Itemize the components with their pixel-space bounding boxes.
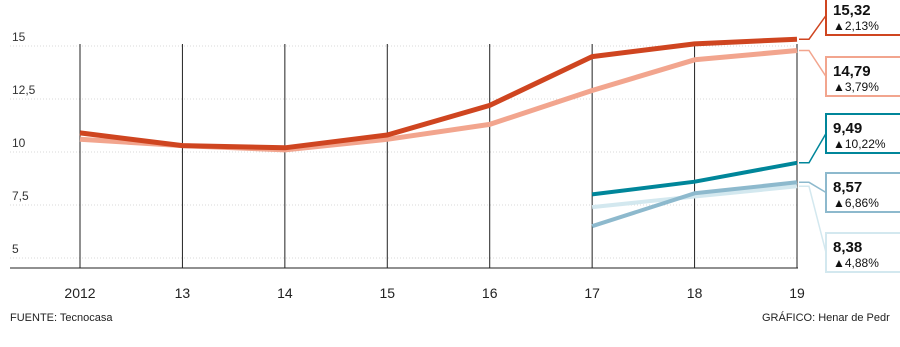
callout-change: ▲2,13% — [833, 19, 879, 33]
x-tick-label: 15 — [379, 285, 395, 301]
callout-box — [825, 56, 900, 97]
series-line — [591, 160, 798, 197]
y-tick-label: 10 — [12, 136, 26, 150]
callout-box — [825, 113, 900, 154]
y-tick-label: 15 — [12, 30, 26, 44]
x-tick-label: 2012 — [64, 285, 95, 301]
series-line — [591, 184, 798, 210]
y-tick-label: 5 — [12, 242, 19, 256]
x-tick-label: 14 — [277, 285, 293, 301]
callout-value: 14,79 — [833, 63, 871, 80]
callout-value: 15,32 — [833, 2, 871, 19]
callout-value: 8,57 — [833, 179, 862, 196]
x-tick-label: 16 — [482, 285, 498, 301]
series-line — [79, 48, 798, 153]
callout-change: ▲6,86% — [833, 196, 879, 210]
source-note: FUENTE: Tecnocasa — [10, 312, 113, 324]
y-tick-label: 7,5 — [12, 189, 29, 203]
callout-change: ▲4,88% — [833, 256, 879, 270]
y-tick-label: 12,5 — [12, 83, 36, 97]
callout-value: 9,49 — [833, 120, 862, 137]
x-tick-label: 19 — [789, 285, 805, 301]
series-line — [591, 180, 798, 229]
x-tick-label: 13 — [175, 285, 191, 301]
callout-connector — [799, 185, 827, 253]
callout-box — [825, 232, 900, 273]
x-tick-label: 17 — [584, 285, 600, 301]
callout-connector — [799, 181, 827, 194]
callout-box — [825, 172, 900, 213]
callout-value: 8,38 — [833, 239, 862, 256]
callout-connector — [799, 49, 827, 77]
callout-change: ▲10,22% — [833, 137, 886, 151]
x-tick-label: 18 — [687, 285, 703, 301]
callout-change: ▲3,79% — [833, 80, 879, 94]
callout-connector — [799, 133, 827, 164]
callout-connector — [799, 15, 827, 40]
callout-box — [825, 0, 900, 36]
series-line — [79, 36, 798, 151]
graphic-credit: GRÁFICO: Henar de Pedr — [762, 312, 890, 324]
